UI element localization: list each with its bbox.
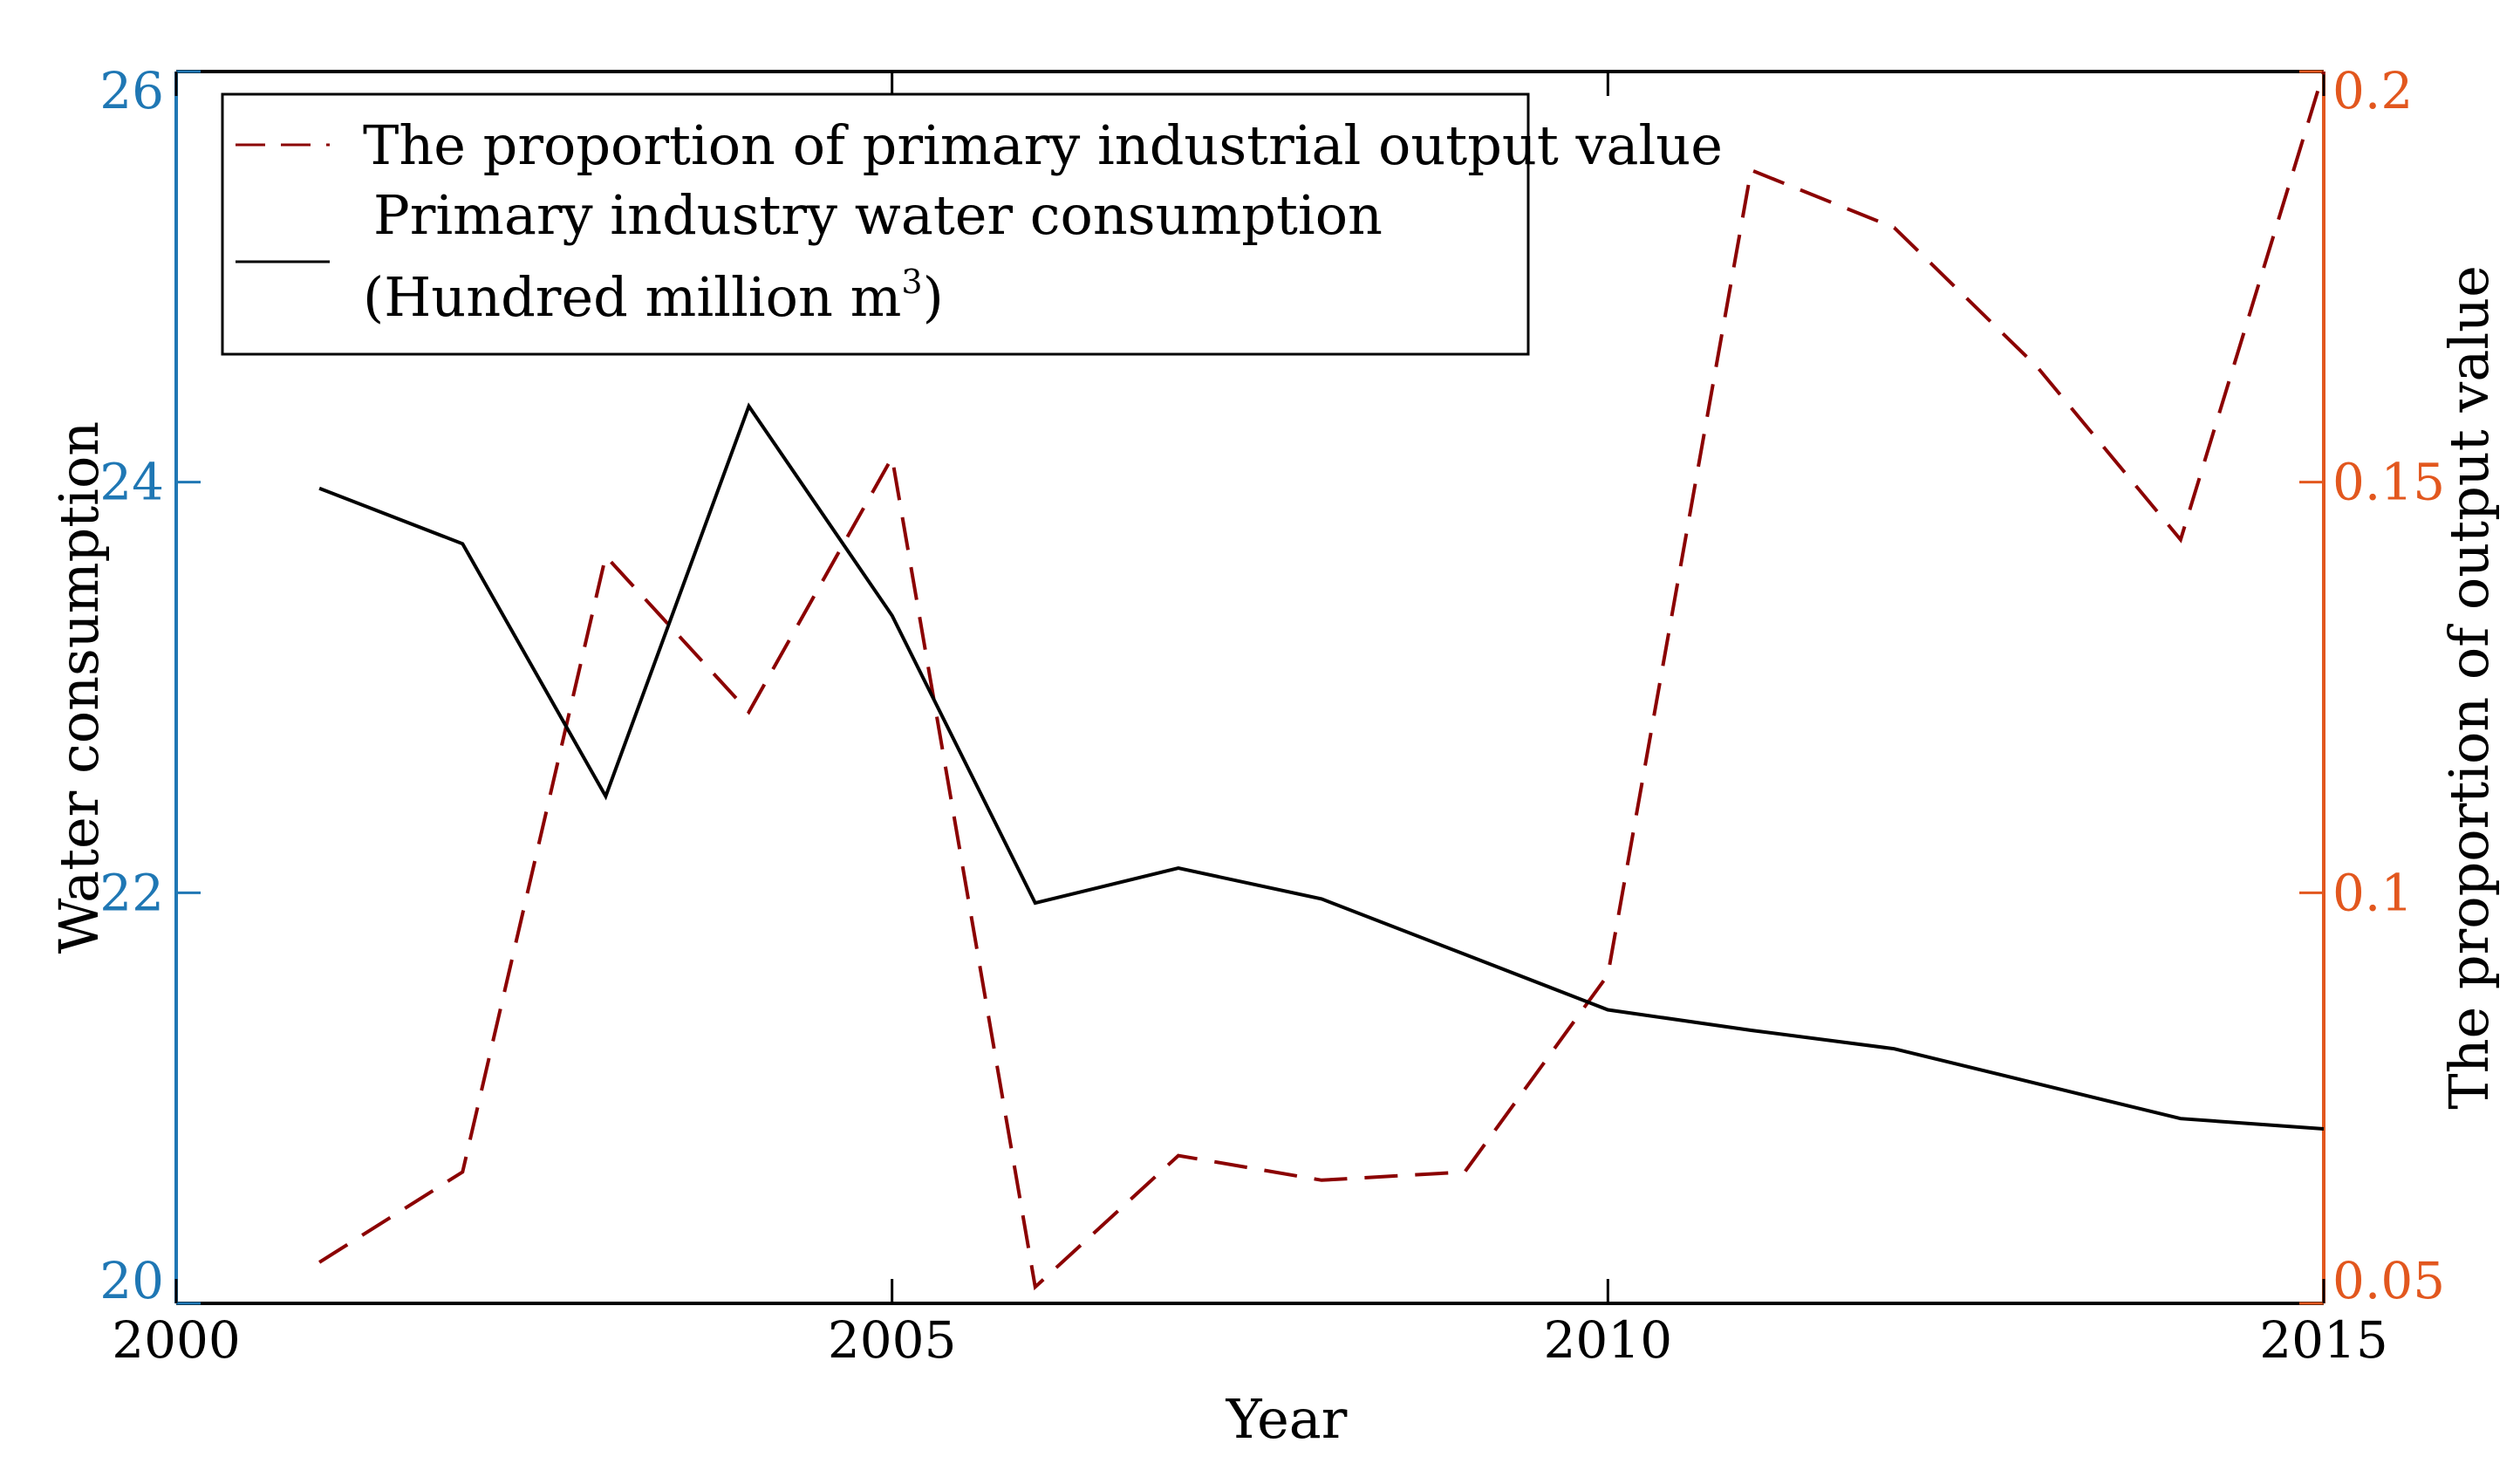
right-axis-title: The proportion of output value xyxy=(2437,265,2501,1110)
left-tick-label: 26 xyxy=(99,61,164,120)
right-tick-label: 0.1 xyxy=(2332,863,2413,922)
right-tick-label: 0.2 xyxy=(2332,61,2413,120)
legend-label-water-text: (Hundred million m xyxy=(363,265,901,329)
left-axis-title: Water consumption xyxy=(47,421,111,954)
series-line-proportion xyxy=(318,71,2325,1291)
legend: The proportion of primary industrial out… xyxy=(221,92,1723,356)
legend-label-water-closing: ) xyxy=(923,265,944,329)
left-tick-label: 24 xyxy=(99,453,164,512)
legend-label-water-superscript: 3 xyxy=(901,263,922,301)
series-layer xyxy=(318,71,2325,1291)
left-tick-label: 20 xyxy=(99,1251,164,1310)
legend-label-water-line1: Primary industry water consumption xyxy=(373,183,1383,247)
right-tick-label: 0.15 xyxy=(2332,453,2445,512)
series-line-water xyxy=(318,402,2325,1131)
x-tick-label: 2000 xyxy=(112,1310,241,1370)
legend-box xyxy=(221,92,1530,356)
left-axis-ticks: 20 22 24 26 xyxy=(99,61,201,1310)
legend-label-proportion: The proportion of primary industrial out… xyxy=(363,113,1723,177)
x-tick-label: 2005 xyxy=(828,1310,957,1370)
legend-label-water-line2: (Hundred million m3) xyxy=(363,263,944,329)
x-tick-label: 2015 xyxy=(2259,1310,2388,1370)
x-axis-ticks: 2000 2005 2010 2015 xyxy=(112,72,2388,1370)
left-tick-label: 22 xyxy=(99,863,164,922)
right-tick-label: 0.05 xyxy=(2332,1251,2445,1310)
x-axis-title: Year xyxy=(1226,1387,1348,1451)
right-axis-ticks: 0.05 0.1 0.15 0.2 xyxy=(2299,61,2445,1310)
x-tick-label: 2010 xyxy=(1544,1310,1673,1370)
